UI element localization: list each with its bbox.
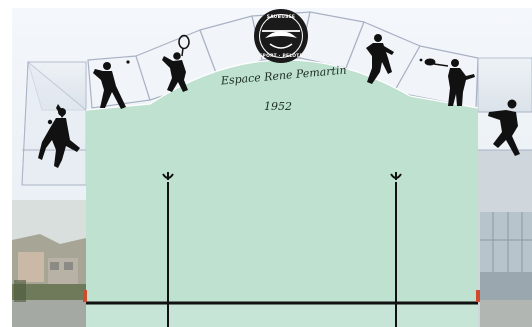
left-background-buildings (12, 200, 86, 327)
player-silhouette-left-arch (93, 60, 130, 109)
year-label: 1952 (264, 100, 292, 113)
logo-top-text: SAUBUSSE (267, 14, 295, 20)
pelota-wall (86, 60, 478, 327)
player-silhouette-left-bottom (38, 104, 80, 168)
right-background-building (478, 150, 532, 327)
player-silhouette-racket (162, 34, 190, 92)
left-post (162, 172, 174, 327)
player-silhouette-far-right (488, 99, 520, 156)
club-logo: SAUBUSSE SPORT · PELOTE (254, 9, 308, 63)
player-silhouette-paddle (419, 58, 475, 106)
logo-bottom-text: SPORT · PELOTE (259, 53, 303, 59)
right-post (390, 172, 402, 327)
player-silhouette-right-arch (366, 34, 394, 84)
